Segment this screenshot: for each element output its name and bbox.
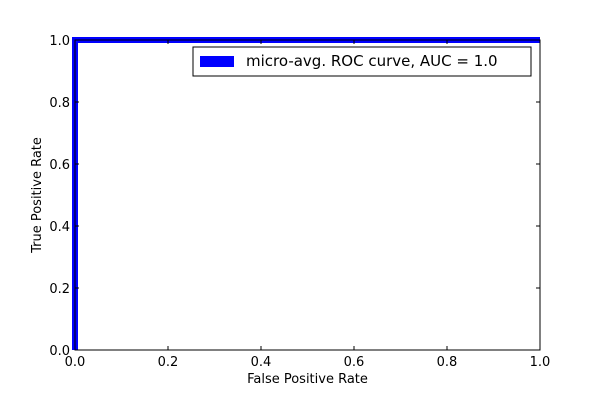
x-tick-label: 0.8 [437,355,458,370]
axes-frame [74,39,541,351]
y-tick-label: 0.0 [49,344,70,359]
y-tick-label: 0.6 [49,158,70,173]
x-axis-label: False Positive Rate [247,372,368,387]
axes-background [75,40,540,350]
y-tick-label: 0.8 [49,96,70,111]
y-tick-label: 1.0 [49,34,70,49]
x-tick-label: 1.0 [530,355,551,370]
legend-box [192,46,532,77]
x-tick-label: 0.0 [65,355,86,370]
legend-label: micro-avg. ROC curve, AUC = 1.0 [246,52,498,70]
x-tick-label: 0.6 [344,355,365,370]
y-tick-label: 0.4 [49,220,70,235]
x-axis-ticks: 0.0 0.2 0.4 0.6 0.8 1.0 [65,40,551,370]
x-tick-label: 0.2 [158,355,179,370]
legend-swatch [200,56,234,67]
legend: micro-avg. ROC curve, AUC = 1.0 [192,46,532,77]
plot-area [75,40,540,350]
y-axis-label: True Positive Rate [30,137,45,254]
y-axis-ticks: 0.0 0.2 0.4 0.6 0.8 1.0 [49,34,540,359]
x-tick-label: 0.4 [251,355,272,370]
y-tick-label: 0.2 [49,282,70,297]
